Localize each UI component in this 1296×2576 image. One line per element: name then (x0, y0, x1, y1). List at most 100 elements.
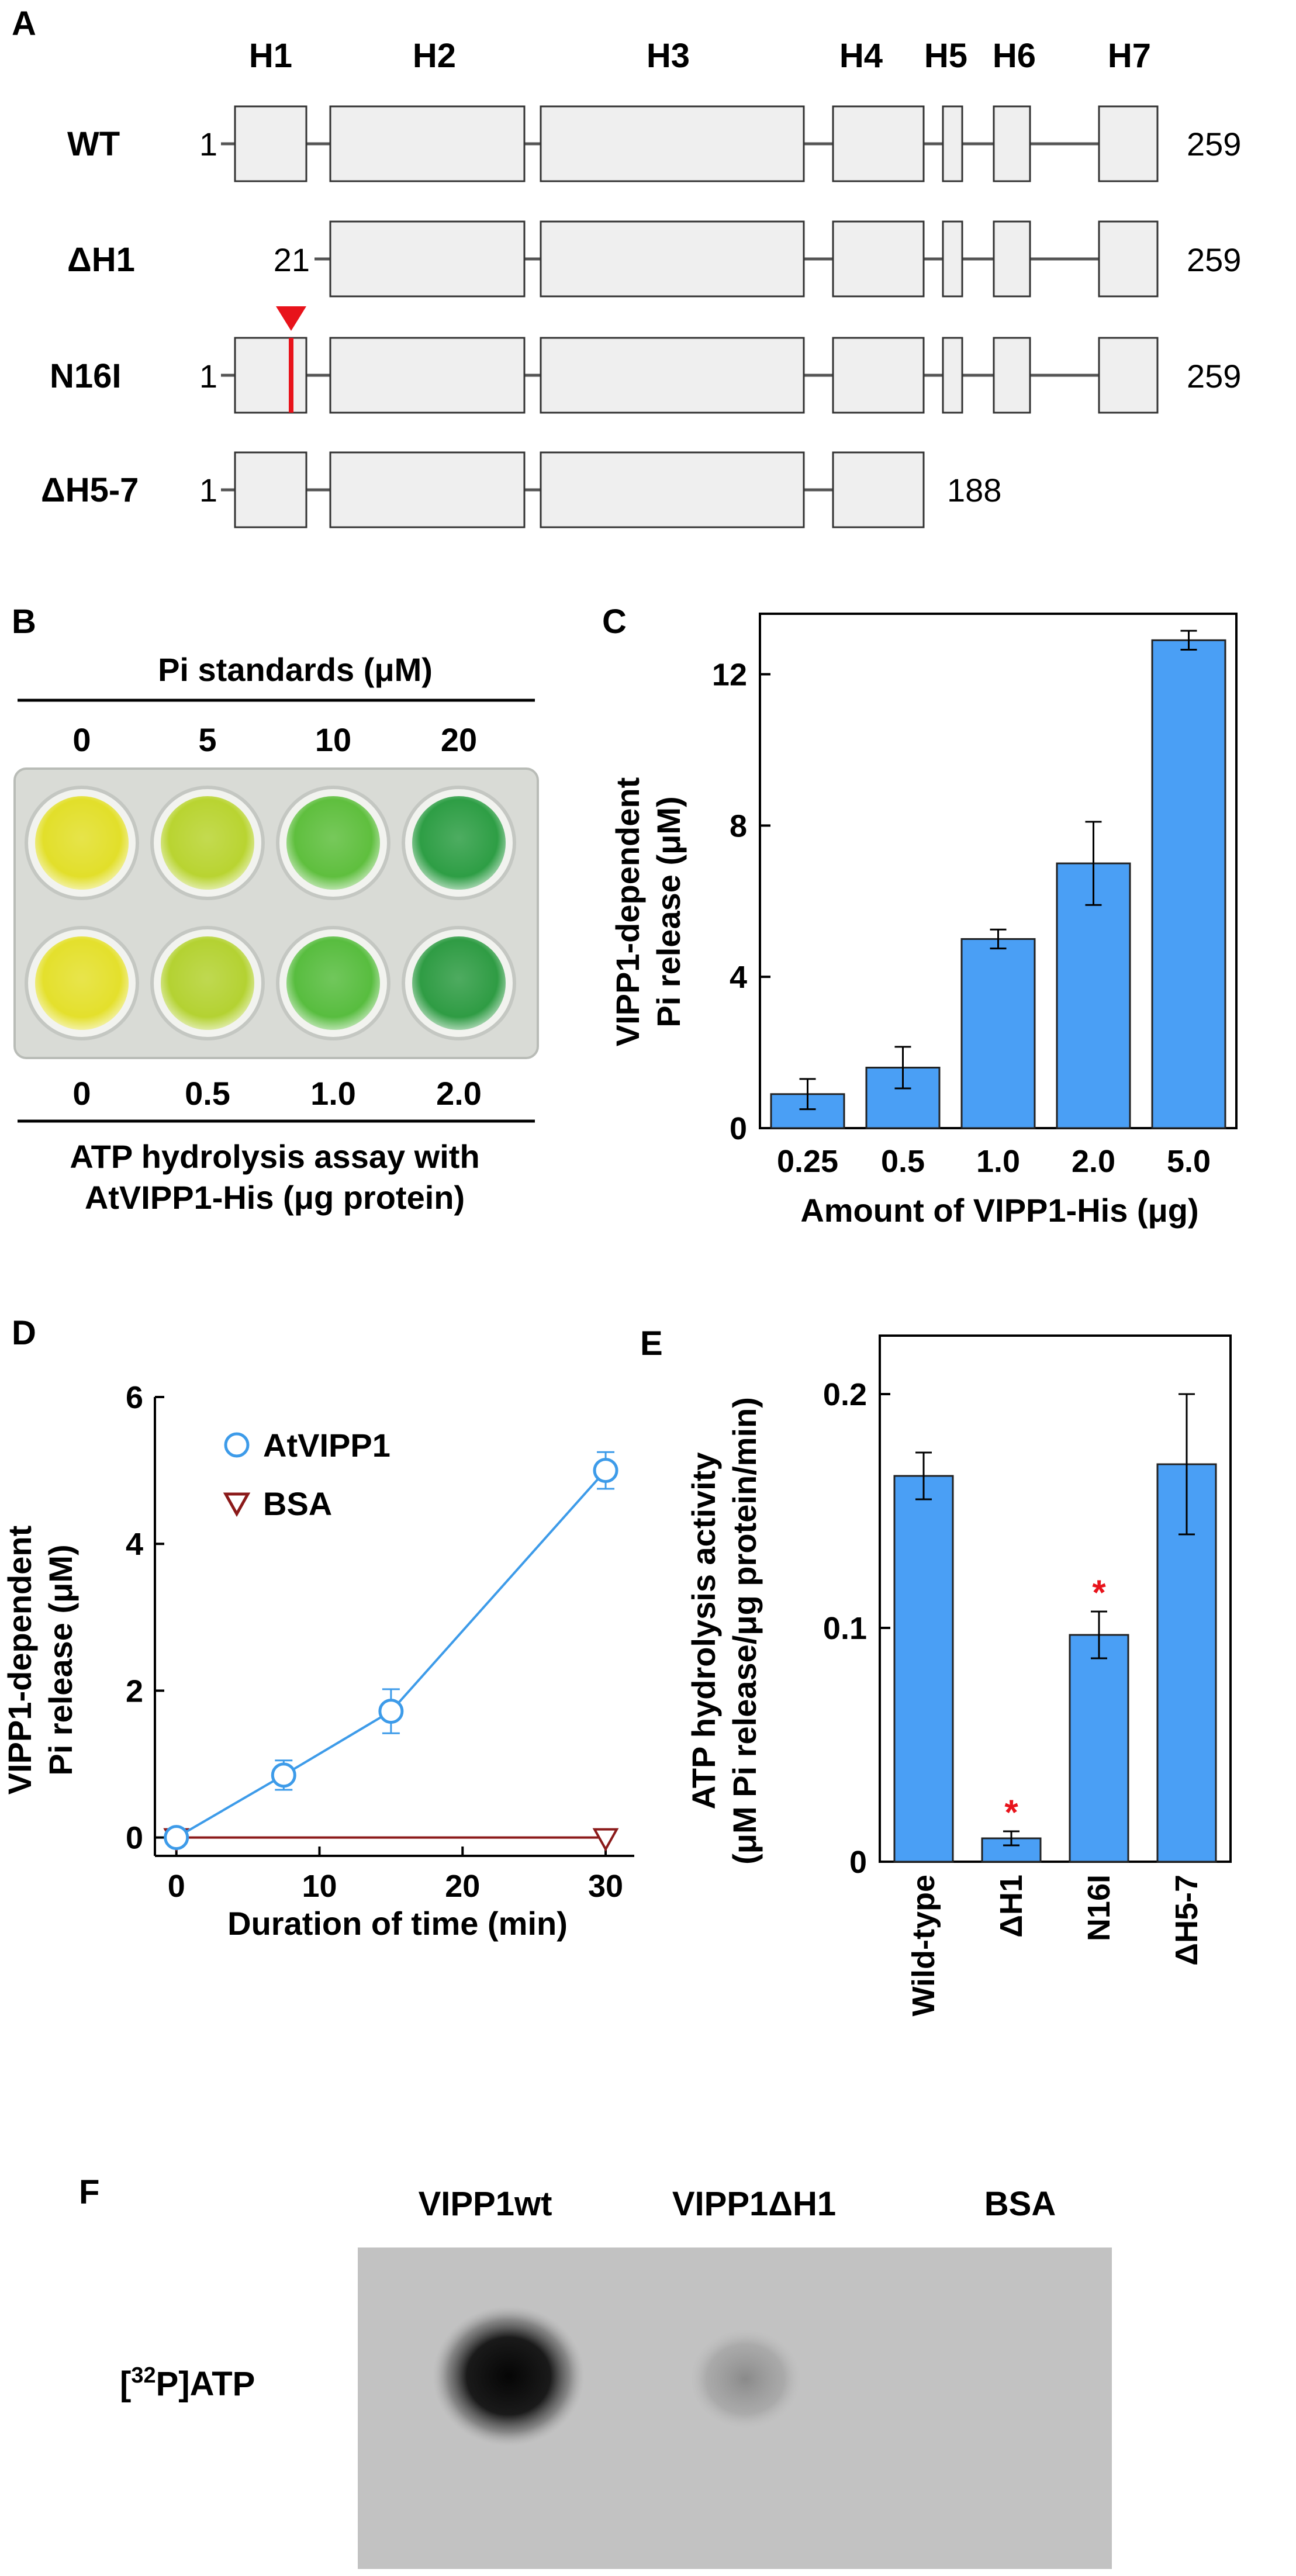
significance-marker: * (1092, 1573, 1106, 1612)
legend-marker-atvipp1 (224, 1432, 250, 1458)
bar (960, 938, 1036, 1129)
legend-label-atvipp1: AtVIPP1 (263, 1427, 390, 1464)
row-label-rest: P]ATP (156, 2365, 255, 2403)
construct-end: 188 (947, 472, 1001, 509)
mutation-marker-arrow (276, 306, 306, 331)
well-row-bottom (25, 926, 516, 1040)
construct-dh1: ΔH1 21 259 (67, 220, 1241, 298)
spot-vipp1wt (433, 2306, 585, 2446)
series-line-atvipp1 (175, 1469, 607, 1839)
data-point-atvipp1 (593, 1458, 618, 1484)
construct-start: 1 (199, 472, 217, 509)
pi-standards-title: Pi standards (μM) (158, 651, 433, 688)
y-tick-label: 0 (730, 1111, 747, 1146)
well-row-top (25, 786, 516, 900)
construct-n16i: N16I 1 259 (50, 306, 1241, 414)
data-point-atvipp1 (378, 1699, 404, 1724)
y-tick-label: 6 (126, 1380, 143, 1415)
y-tick-label: 4 (730, 960, 747, 995)
y-tick-label: 0 (126, 1821, 143, 1856)
helix-label: H2 (413, 37, 456, 75)
chart-c-bars (770, 630, 1226, 1129)
panel-label-a: A (12, 5, 36, 43)
y-tick-label: 0.1 (823, 1611, 867, 1646)
x-tick-label: 20 (445, 1869, 480, 1904)
chart-d-ylabel-line1: VIPP1-dependent (1, 1526, 38, 1795)
construct-name: ΔH5-7 (41, 471, 139, 509)
chart-c-ylabel-line2: Pi release (μM) (650, 796, 687, 1027)
chart-c-ylabel-line1: VIPP1-dependent (609, 777, 646, 1047)
panel-e: E ATP hydrolysis activity (μM Pi release… (640, 1325, 1232, 2017)
y-tick-label: 2 (126, 1673, 143, 1709)
blot-column-label: VIPP1wt (419, 2185, 552, 2223)
row-label-sup: 32 (131, 2363, 155, 2388)
assay-title-line2: AtVIPP1-His (μg protein) (85, 1179, 465, 1216)
bar (893, 1475, 954, 1863)
x-tick-label: 5.0 (1167, 1144, 1211, 1179)
panel-b: B Pi standards (μM) 0 5 10 20 (12, 603, 539, 1216)
x-tick-label: ΔH1 (994, 1875, 1029, 1938)
pi-standard-value: 20 (441, 721, 477, 758)
spot-vipp1dh1 (690, 2329, 801, 2429)
construct-dh5-7: ΔH5-7 1 188 (41, 451, 1001, 528)
chart-e-ylabel-line1: ATP hydrolysis activity (685, 1452, 722, 1809)
panel-label-d: D (12, 1314, 36, 1352)
x-tick-label: Wild-type (906, 1875, 941, 2017)
legend-label-bsa: BSA (263, 1485, 332, 1522)
bar (1151, 639, 1226, 1129)
panel-label-f: F (79, 2173, 99, 2211)
y-tick-label: 4 (126, 1527, 143, 1562)
blot-column-label: VIPP1ΔH1 (672, 2185, 836, 2223)
construct-name: N16I (50, 357, 122, 395)
legend-marker-bsa (223, 1492, 251, 1517)
panel-label-e: E (640, 1325, 663, 1363)
helix-labels: H1 H2 H3 H4 H5 H6 H7 (249, 37, 1151, 75)
assay-protein-value: 0 (72, 1075, 91, 1112)
chart-e-bars: ** (893, 1393, 1217, 1863)
y-tick-label: 12 (712, 658, 747, 693)
chart-d-xlabel: Duration of time (min) (227, 1905, 568, 1942)
chart-d-legend: AtVIPP1 BSA (223, 1427, 390, 1522)
assay-protein-value: 1.0 (310, 1075, 356, 1112)
x-tick-label: 0.5 (881, 1144, 925, 1179)
x-tick-label: 10 (302, 1869, 337, 1904)
y-tick-label: 8 (730, 808, 747, 843)
helix-label: H5 (924, 37, 967, 75)
chart-d-axes: 0 2 4 6 0 10 20 30 (126, 1380, 634, 1904)
data-point-atvipp1 (271, 1762, 296, 1788)
construct-start: 1 (199, 126, 217, 162)
y-tick-label: 0 (849, 1845, 867, 1880)
chart-e-ylabel-line2: (μM Pi release/μg protein/min) (726, 1397, 763, 1865)
pi-standard-value: 0 (72, 721, 91, 758)
x-tick-label: 2.0 (1072, 1144, 1115, 1179)
pi-standard-value: 5 (198, 721, 216, 758)
panel-label-c: C (602, 603, 627, 641)
chart-c-y-axis: 0 4 8 12 (712, 658, 770, 1146)
construct-start: 21 (274, 241, 310, 278)
y-tick-label: 0.2 (823, 1377, 867, 1412)
construct-end: 259 (1187, 358, 1241, 395)
pi-standard-value: 10 (315, 721, 351, 758)
well-plate-photo (13, 767, 539, 1059)
panel-f: F VIPP1wt VIPP1ΔH1 BSA [32P]ATP (79, 2173, 1112, 2569)
assay-protein-value: 2.0 (436, 1075, 482, 1112)
blot-row-label: [32P]ATP (120, 2363, 255, 2403)
x-tick-label: ΔH5-7 (1169, 1875, 1204, 1966)
bar (1069, 1634, 1129, 1863)
helix-label: H6 (993, 37, 1036, 75)
panel-c: C VIPP1-dependent Pi release (μM) 04812 … (602, 603, 1238, 1229)
helix-label: H7 (1108, 37, 1151, 75)
blot-column-label: BSA (984, 2185, 1056, 2223)
construct-wt: WT 1 259 (67, 105, 1241, 182)
data-point-atvipp1 (164, 1825, 189, 1851)
helix-label: H4 (839, 37, 883, 75)
panel-d: D VIPP1-dependent Pi release (μM) 0 2 4 6 0 1… (1, 1314, 634, 1942)
construct-start: 1 (199, 358, 217, 395)
data-point-bsa (592, 1828, 619, 1852)
x-tick-label: N16I (1081, 1875, 1117, 1941)
panel-a: A H1 H2 H3 H4 H5 H6 H7 WT 1 259 (12, 5, 1241, 528)
helix-label: H1 (249, 37, 292, 75)
helix-label: H3 (647, 37, 690, 75)
significance-marker: * (1004, 1793, 1018, 1832)
